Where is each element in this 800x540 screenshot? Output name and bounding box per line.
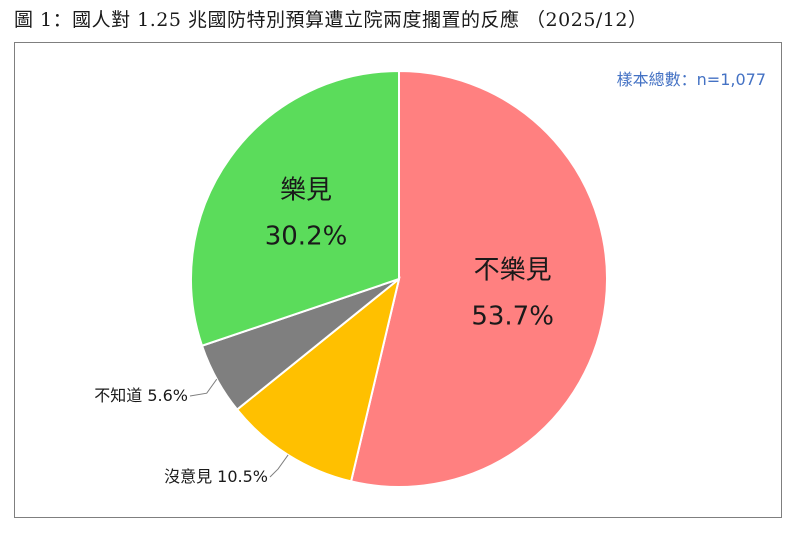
slice-labels: 不樂見 53.7% 沒意見 10.5% 不知道 5.6% 樂見 30.2% xyxy=(94,175,554,486)
leader-line-2 xyxy=(189,378,218,397)
leader-line-1 xyxy=(269,454,289,478)
pie-slice-3 xyxy=(190,69,400,348)
slice-label-2: 不知道 5.6% xyxy=(94,386,188,405)
pie-slice-0 xyxy=(349,69,608,488)
leader-lines xyxy=(189,378,289,478)
slice-value-3: 30.2% xyxy=(265,221,348,251)
slice-value-0: 53.7% xyxy=(471,301,554,331)
pie-slice-1 xyxy=(235,276,401,483)
slice-label-1: 沒意見 10.5% xyxy=(164,467,268,486)
pie-slices xyxy=(190,69,608,488)
chart-title: 圖 1：國人對 1.25 兆國防特別預算遭立院兩度擱置的反應 （2025/12） xyxy=(14,9,648,31)
sample-size-note: 樣本總數：n=1,077 xyxy=(616,70,766,89)
slice-label-3: 樂見 xyxy=(280,175,332,205)
slice-label-0: 不樂見 xyxy=(474,255,552,285)
